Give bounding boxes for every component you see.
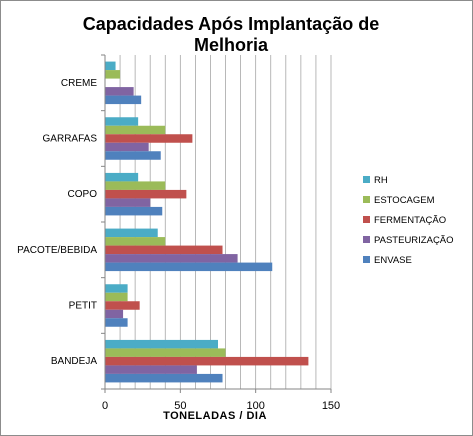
legend-swatch bbox=[363, 176, 370, 183]
bar-fermentação-copo bbox=[105, 189, 187, 199]
category-label: COPO bbox=[68, 189, 98, 200]
bar-pasteurização-copo bbox=[105, 198, 151, 207]
bar-envase-bandeja bbox=[105, 373, 223, 383]
bar-envase-petit bbox=[105, 318, 128, 327]
bar-estocagem-bandeja bbox=[105, 348, 226, 357]
bar-envase-creme bbox=[105, 95, 142, 105]
x-tick-label: 50 bbox=[174, 400, 186, 412]
bar-estocagem-copo bbox=[105, 181, 166, 190]
bar-estocagem-pacotebebida bbox=[105, 237, 166, 246]
category-labels: CREME GARRAFAS COPO PACOTE/BEBIDA PETIT BANDE… bbox=[17, 78, 97, 367]
x-tick-labels: 0 50 100 150 bbox=[102, 400, 340, 412]
legend-swatch bbox=[363, 256, 370, 263]
bar-envase-copo bbox=[105, 206, 163, 216]
bar-pasteurização-petit bbox=[105, 309, 124, 319]
bar-rh-bandeja bbox=[105, 339, 218, 349]
bar-estocagem-garrafas bbox=[105, 125, 166, 135]
bar-rh-garrafas bbox=[105, 117, 139, 126]
bar-rh-creme bbox=[105, 61, 116, 71]
legend-swatch bbox=[363, 196, 370, 203]
bar-pasteurização-garrafas bbox=[105, 142, 149, 152]
bar-rh-petit bbox=[105, 284, 128, 293]
bar-pasteurização-bandeja bbox=[105, 365, 197, 374]
bars-group bbox=[105, 61, 309, 383]
x-tick-label: 100 bbox=[246, 400, 264, 412]
x-tick-label: 150 bbox=[322, 400, 340, 412]
chart-title-line-1: Capacidades Após Implantação de bbox=[83, 14, 379, 34]
legend-label: RH bbox=[374, 175, 388, 186]
legend-label: ENVASE bbox=[374, 255, 412, 266]
bar-fermentação-pacotebebida bbox=[105, 245, 223, 255]
legend-label: ESTOCAGEM bbox=[374, 195, 435, 206]
chart-title-line-2: Melhoria bbox=[194, 35, 269, 55]
x-tick-label: 0 bbox=[102, 400, 108, 412]
bar-estocagem-creme bbox=[105, 70, 121, 79]
bar-rh-copo bbox=[105, 172, 139, 182]
x-axis-label: TONELADAS / DIA bbox=[163, 410, 267, 422]
bar-estocagem-petit bbox=[105, 292, 128, 302]
axes bbox=[101, 54, 332, 393]
category-label: BANDEJA bbox=[51, 356, 97, 367]
bar-pasteurização-pacotebebida bbox=[105, 254, 238, 263]
category-label: GARRAFAS bbox=[43, 134, 98, 145]
bar-fermentação-bandeja bbox=[105, 356, 309, 366]
category-label: PETIT bbox=[69, 301, 97, 312]
legend-swatch bbox=[363, 236, 370, 243]
category-label: CREME bbox=[61, 78, 97, 89]
gridlines bbox=[119, 55, 332, 389]
bar-pasteurização-creme bbox=[105, 87, 134, 96]
bar-envase-garrafas bbox=[105, 151, 161, 160]
legend-label: FERMENTAÇÃO bbox=[374, 215, 446, 226]
bar-fermentação-petit bbox=[105, 301, 140, 310]
bar-envase-pacotebebida bbox=[105, 262, 273, 272]
legend: RH ESTOCAGEM FERMENTAÇÃO PASTEURIZAÇÃO ENVAS… bbox=[363, 175, 454, 266]
legend-swatch bbox=[363, 216, 370, 223]
category-label: PACOTE/BEBIDA bbox=[17, 245, 97, 256]
bar-fermentação-garrafas bbox=[105, 134, 193, 143]
bar-rh-pacotebebida bbox=[105, 228, 158, 238]
legend-label: PASTEURIZAÇÃO bbox=[374, 235, 454, 246]
